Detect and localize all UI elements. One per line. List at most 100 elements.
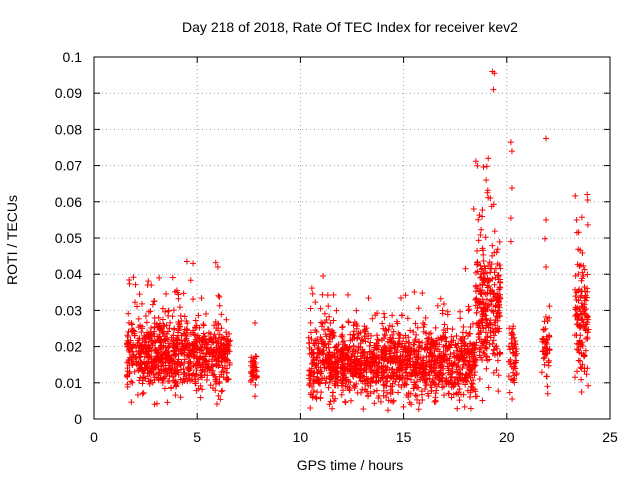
data-point [546,314,553,321]
data-point [414,324,421,331]
data-point [454,405,461,412]
data-point [372,355,379,362]
data-point [248,377,255,384]
data-point [185,347,192,354]
data-point [322,380,329,387]
data-point [195,312,202,319]
data-point [224,357,231,364]
data-point [467,323,474,330]
data-point [166,352,173,359]
data-point [543,135,550,142]
data-point [164,336,171,343]
data-point [484,333,491,340]
data-point [582,288,589,295]
data-point [177,312,184,319]
data-point [509,396,516,403]
data-point [487,195,494,202]
data-point [125,333,132,340]
data-point [466,306,473,313]
data-point [170,358,177,365]
data-point [317,305,324,312]
data-point [208,350,215,357]
data-point [583,306,590,313]
data-point [393,355,400,362]
data-point [168,385,175,392]
data-point [190,346,197,353]
data-point [428,384,435,391]
data-point [138,364,145,371]
data-point [347,337,354,344]
data-point [357,329,364,336]
data-point [249,372,256,379]
data-point [183,326,190,333]
data-point [174,380,181,387]
data-point [215,321,222,328]
data-point [402,380,409,387]
data-point [182,337,189,344]
data-point [187,358,194,365]
data-point [325,357,332,364]
data-point [430,341,437,348]
data-point [484,357,491,364]
data-point [460,339,467,346]
data-point [213,361,220,368]
data-point [175,327,182,334]
data-point [204,372,211,379]
data-point [224,337,231,344]
data-point [200,355,207,362]
data-point [453,333,460,340]
data-point [462,381,469,388]
data-point [389,366,396,373]
data-point [195,385,202,392]
data-point [410,341,417,348]
data-point [448,373,455,380]
data-point [356,358,363,365]
data-point [373,332,380,339]
data-point [573,311,580,318]
data-point [326,379,333,386]
data-point [488,261,495,268]
data-point [495,372,502,379]
data-point [131,332,138,339]
data-point [438,336,445,343]
data-point [463,329,470,336]
data-point [314,389,321,396]
data-point [472,158,479,165]
data-point [128,360,135,367]
data-point [331,382,338,389]
data-point [407,351,414,358]
data-point [158,362,165,369]
data-point [380,347,387,354]
data-point [575,357,582,364]
data-point [223,316,230,323]
data-point [448,341,455,348]
data-point [577,332,584,339]
data-point [477,329,484,336]
data-point [453,344,460,351]
data-point [224,350,231,357]
data-point [493,249,500,256]
data-point [329,351,336,358]
data-point [457,335,464,342]
data-point [413,369,420,376]
data-point [475,237,482,244]
data-point [457,315,464,322]
data-point [216,331,223,338]
data-point [316,349,323,356]
data-point [361,333,368,340]
data-point [415,348,422,355]
data-point [345,355,352,362]
data-point [579,269,586,276]
data-point [200,321,207,328]
data-point [190,370,197,377]
data-point [390,328,397,335]
data-point [311,378,318,385]
data-point [175,356,182,363]
data-point [325,341,332,348]
data-point [471,369,478,376]
data-point [321,310,328,317]
data-point [479,397,486,404]
data-point [342,399,349,406]
data-point [314,354,321,361]
